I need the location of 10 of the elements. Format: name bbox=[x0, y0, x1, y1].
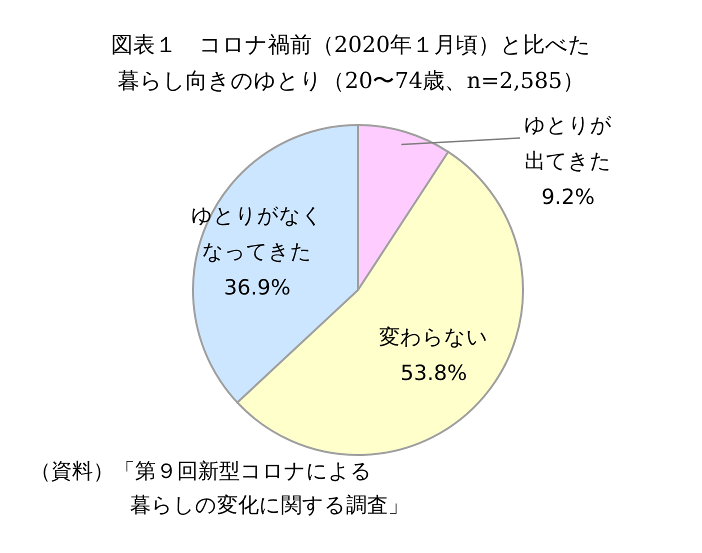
slice-label: ゆとりが出てきた bbox=[524, 113, 612, 173]
chart-title: 図表１ コロナ禍前（2020年１月頃）と比べた bbox=[111, 33, 591, 58]
chart-subtitle: 暮らし向きのゆとり（20〜74歳、n=2,585） bbox=[118, 69, 584, 94]
slice-label: ゆとりがなくなってきた bbox=[191, 204, 324, 264]
text: 暮らしの変化に関する調査」 bbox=[130, 493, 409, 517]
data-label: 9.2% bbox=[541, 185, 595, 209]
slice-label: 変わらない bbox=[379, 324, 488, 349]
text: （資料）「第９回新型コロナによる bbox=[30, 459, 372, 483]
data-label: 53.8% bbox=[400, 360, 468, 385]
data-label: 36.9% bbox=[224, 276, 291, 300]
